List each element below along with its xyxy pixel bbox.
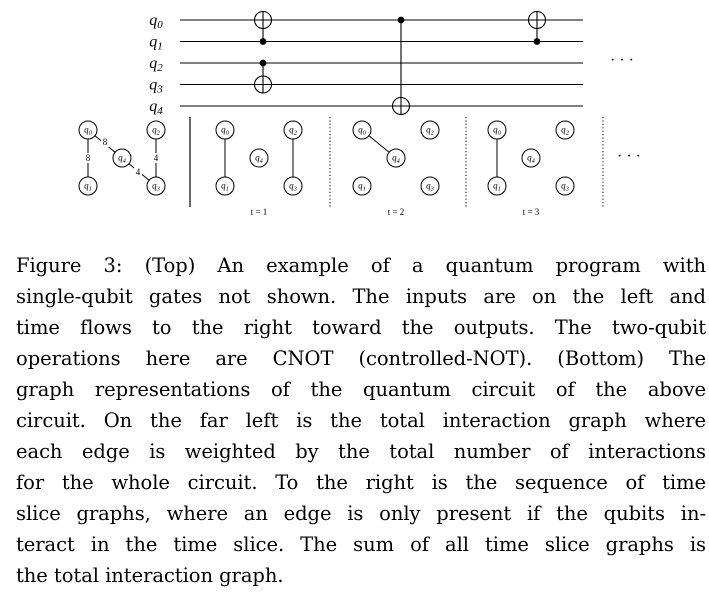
node-label: q4 <box>527 153 536 165</box>
qubit-node <box>78 120 98 140</box>
qubit-node <box>78 176 98 196</box>
cnot-gate <box>253 10 273 45</box>
qubit-node <box>487 176 507 196</box>
caption-line: for the whole circuit. To the right is t… <box>16 471 706 494</box>
time-slice-graph: q0 q1 q2 q3 q4 t = 1 <box>215 120 303 217</box>
node-label: q3 <box>561 181 570 193</box>
cnot-gate <box>253 59 273 94</box>
time-slice-label: t = 2 <box>388 207 405 217</box>
node-label: q2 <box>289 125 298 137</box>
time-slice-graphs: q0 q1 q2 q3 q4 t = 1 q0 q1 q2 q3 q4 t = 2 q0 q1 q2 q3 q4… <box>215 117 604 217</box>
control-dot <box>259 59 267 67</box>
node-label: q1 <box>84 181 92 193</box>
qubit-node <box>112 148 132 168</box>
edge-weight: 8 <box>103 137 108 147</box>
time-slice-graph: q0 q1 q2 q3 q4 t = 2 <box>352 120 440 217</box>
node-label: q3 <box>289 181 298 193</box>
qubit-node <box>420 120 440 140</box>
node-label: q0 <box>221 125 230 137</box>
control-dot <box>397 16 405 24</box>
caption-line: time flows to the right toward the outpu… <box>16 316 706 339</box>
node-label: q3 <box>426 181 435 193</box>
caption-line: graph representations of the quantum cir… <box>16 378 706 401</box>
cnot-gate <box>391 16 411 116</box>
caption-line: operations here are CNOT (controlled-NOT… <box>16 347 706 370</box>
time-slice-label: t = 3 <box>523 207 540 217</box>
qubit-node <box>555 176 575 196</box>
node-label: q3 <box>152 181 161 193</box>
qubit-node <box>146 176 166 196</box>
qubit-node <box>352 120 372 140</box>
caption-line: teract in the time slice. The sum of all… <box>16 533 706 556</box>
total-interaction-graph: q0 q1 q2 q3 q4 8 8 4 4 <box>78 120 166 196</box>
control-dot <box>533 38 541 45</box>
qubit-node <box>555 120 575 140</box>
weight-bg <box>84 153 92 163</box>
node-label: q4 <box>255 153 264 165</box>
node-label: q2 <box>426 125 435 137</box>
qubit-node <box>352 176 372 196</box>
node-label: q0 <box>84 125 93 137</box>
node-label: q2 <box>561 125 570 137</box>
qubit-node <box>215 176 235 196</box>
node-label: q4 <box>118 153 127 165</box>
node-label: q0 <box>493 125 502 137</box>
weight-bg <box>152 153 160 163</box>
caption-line: the total interaction graph. <box>16 564 284 587</box>
caption-line: slice graphs, where an edge is only pres… <box>16 502 706 525</box>
control-dot <box>259 38 267 45</box>
quantum-circuit: q0 q1 q2 q3 q4 · · · <box>149 10 634 117</box>
circuit-ellipsis: · · · <box>610 52 634 69</box>
qubit-label: q0 <box>149 12 163 31</box>
qubit-node <box>521 148 541 168</box>
qubit-label: q1 <box>149 34 163 53</box>
edge-weight: 4 <box>154 153 159 163</box>
qubit-node <box>249 148 269 168</box>
qubit-label: q4 <box>149 98 163 117</box>
qubit-node <box>215 120 235 140</box>
qubit-node <box>420 176 440 196</box>
node-label: q1 <box>221 181 229 193</box>
qubit-node <box>283 120 303 140</box>
weight-bg <box>134 167 142 177</box>
node-label: q1 <box>358 181 366 193</box>
caption-line: each edge is weighted by the total numbe… <box>16 440 706 463</box>
qubit-label: q3 <box>149 77 163 96</box>
weight-bg <box>101 137 109 147</box>
qubit-node <box>386 148 406 168</box>
node-label: q4 <box>392 153 401 165</box>
time-slice-label: t = 1 <box>251 207 268 217</box>
edge-weight: 8 <box>86 153 91 163</box>
qubit-node <box>146 120 166 140</box>
qubit-node <box>283 176 303 196</box>
node-label: q1 <box>493 181 501 193</box>
qubit-label: q2 <box>149 55 163 74</box>
time-slice-graph: q0 q1 q2 q3 q4 t = 3 <box>487 120 575 217</box>
graph-edge <box>368 135 390 153</box>
caption-line: Figure 3: (Top) An example of a quantum … <box>16 254 706 277</box>
edge-weight: 4 <box>136 167 141 177</box>
graph-ellipsis: · · · <box>617 148 641 165</box>
caption-line: circuit. On the far left is the total in… <box>16 409 706 432</box>
cnot-gate <box>527 10 547 45</box>
qubit-node <box>487 120 507 140</box>
node-label: q0 <box>358 125 367 137</box>
node-label: q2 <box>152 125 161 137</box>
figure-caption: Figure 3: (Top) An example of a quantum … <box>16 250 706 591</box>
caption-line: single-qubit gates not shown. The inputs… <box>16 285 706 308</box>
